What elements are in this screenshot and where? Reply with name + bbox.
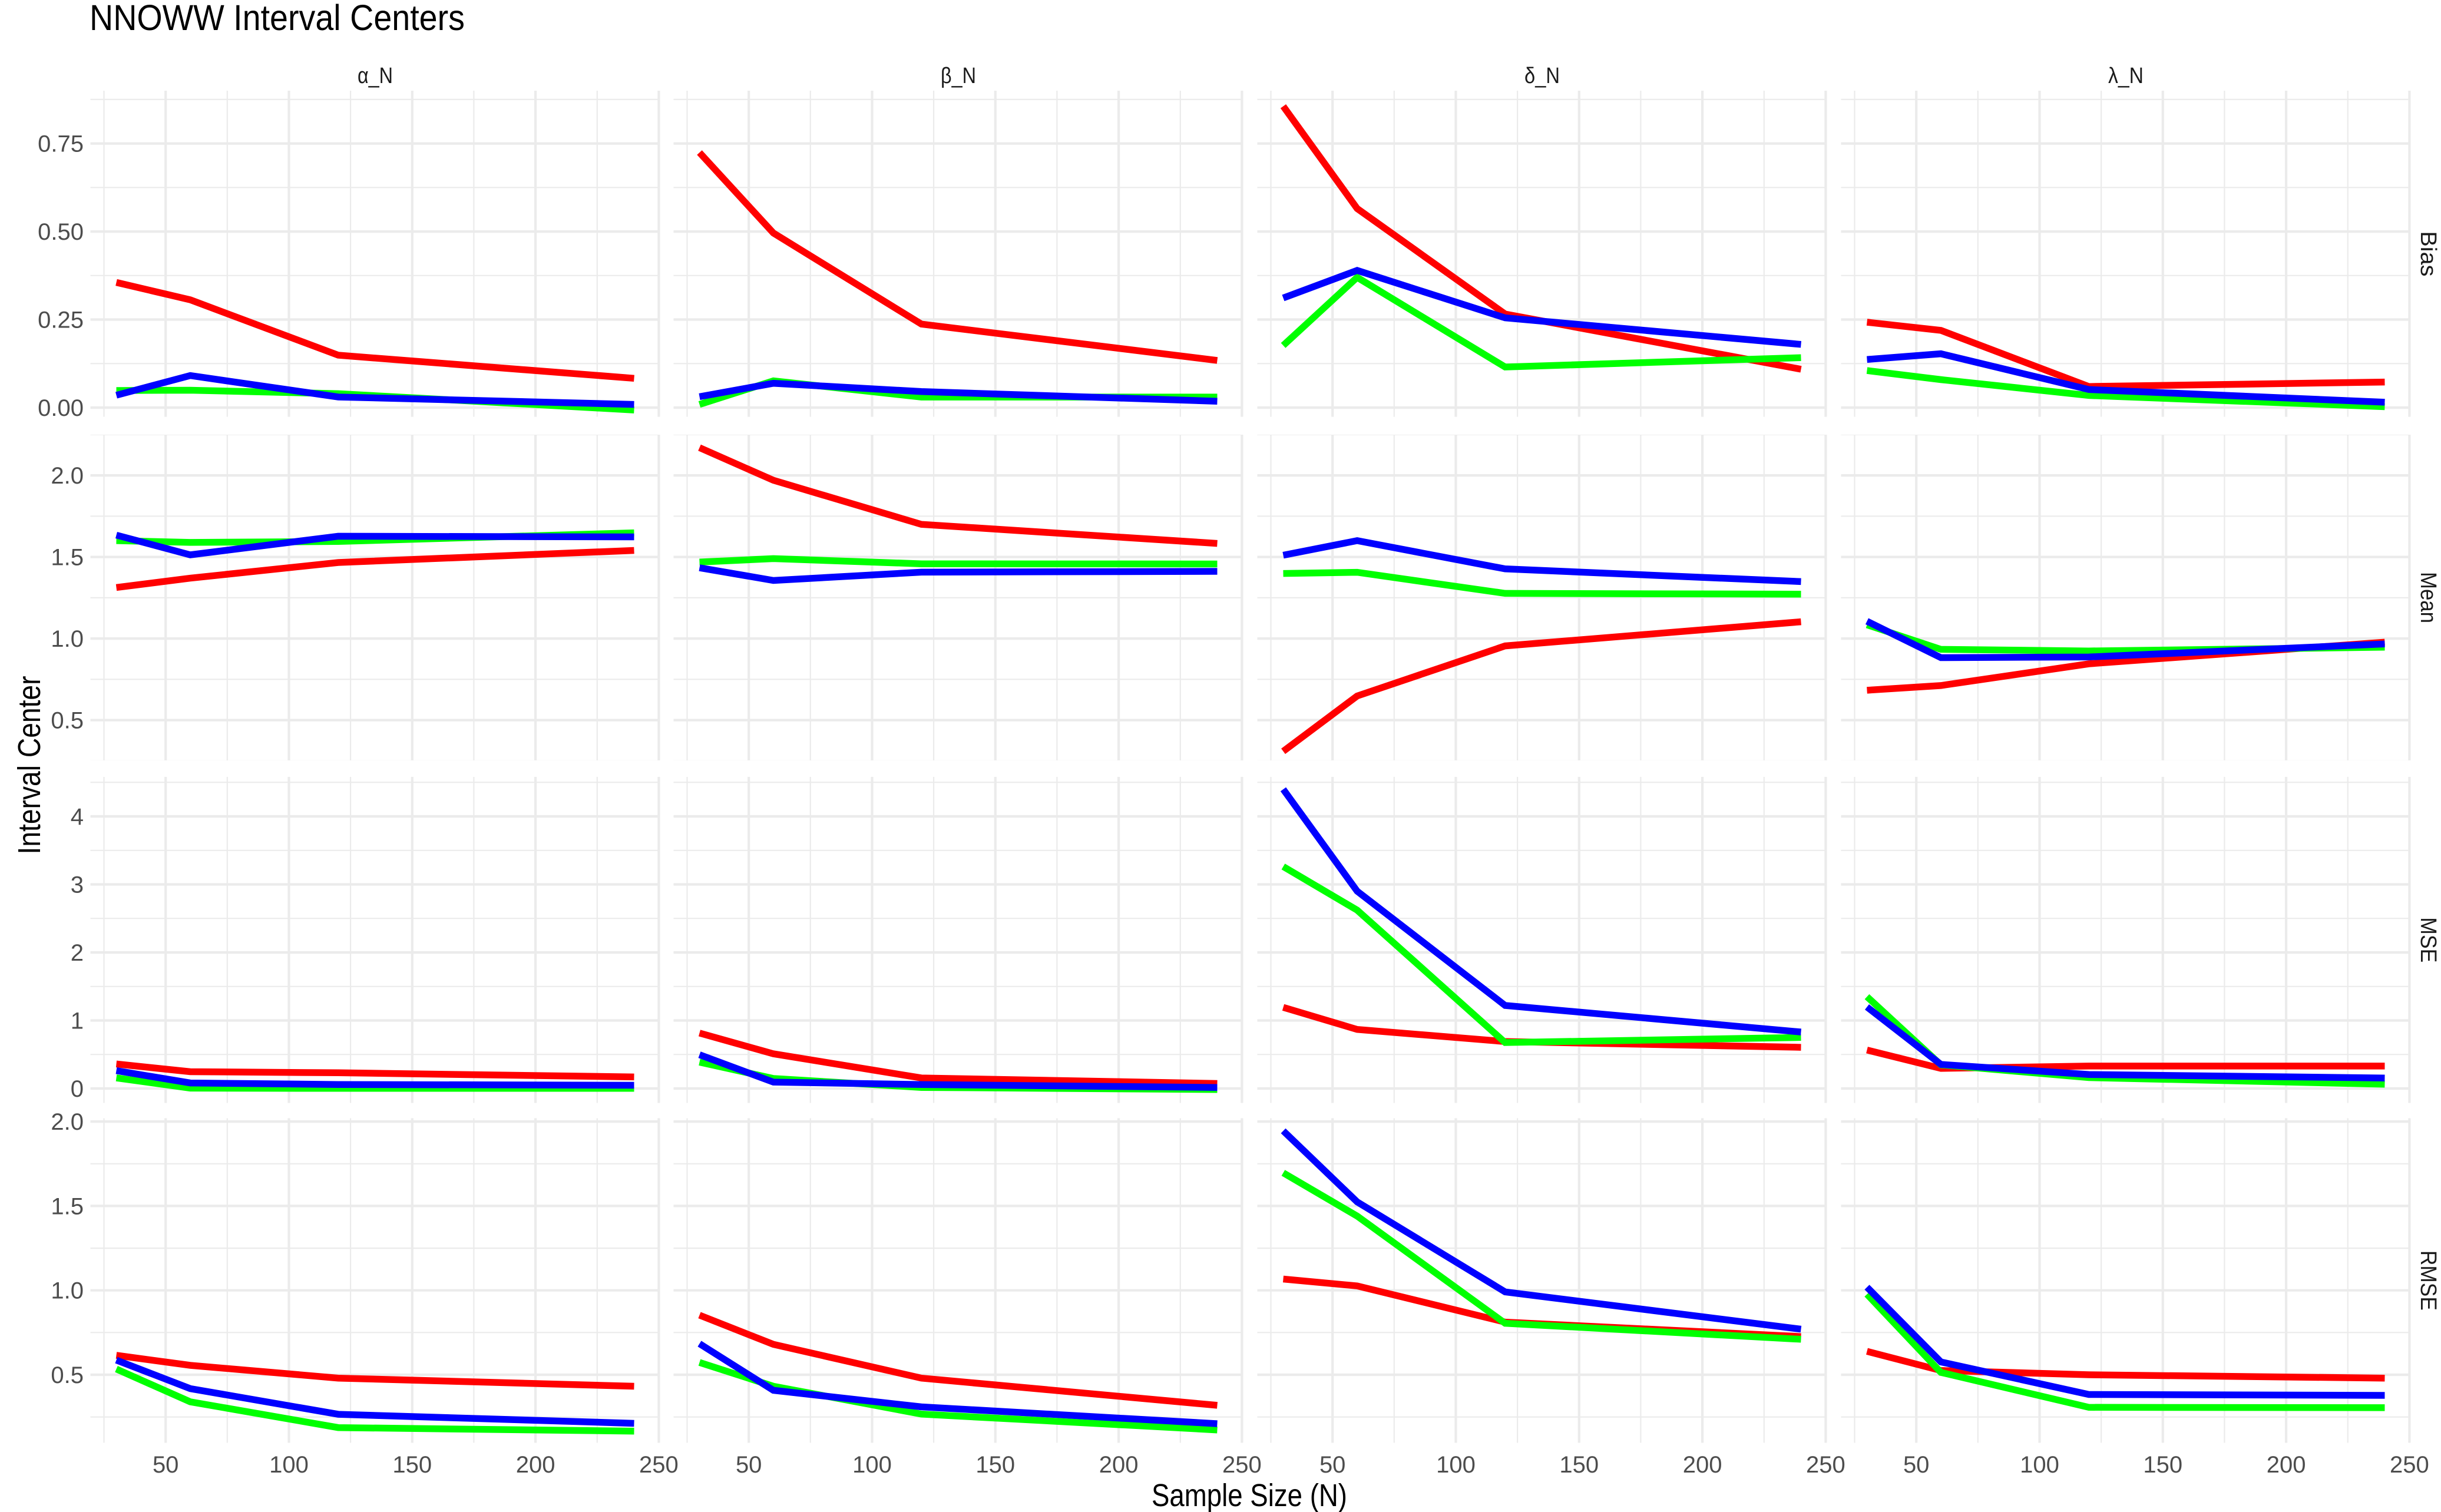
svg-text:0.5: 0.5 bbox=[51, 708, 84, 734]
svg-text:δ_N: δ_N bbox=[1524, 64, 1560, 88]
svg-text:0.50: 0.50 bbox=[38, 219, 84, 245]
svg-text:150: 150 bbox=[975, 1452, 1015, 1478]
svg-text:50: 50 bbox=[1903, 1452, 1930, 1478]
svg-text:2: 2 bbox=[71, 940, 84, 966]
svg-text:100: 100 bbox=[269, 1452, 309, 1478]
svg-text:MSE: MSE bbox=[2416, 917, 2440, 962]
svg-text:λ_N: λ_N bbox=[2108, 64, 2144, 88]
svg-text:Mean: Mean bbox=[2416, 572, 2440, 623]
svg-text:1.0: 1.0 bbox=[51, 1278, 84, 1304]
svg-text:4: 4 bbox=[71, 804, 84, 830]
svg-text:0.25: 0.25 bbox=[38, 307, 84, 333]
svg-text:2.0: 2.0 bbox=[51, 463, 84, 489]
svg-text:50: 50 bbox=[153, 1452, 179, 1478]
svg-text:0.5: 0.5 bbox=[51, 1362, 84, 1388]
svg-text:1: 1 bbox=[71, 1008, 84, 1034]
svg-text:1.0: 1.0 bbox=[51, 626, 84, 652]
svg-text:α_N: α_N bbox=[358, 64, 393, 88]
svg-text:250: 250 bbox=[2390, 1452, 2429, 1478]
svg-text:NNOWW Interval Centers: NNOWW Interval Centers bbox=[90, 0, 465, 38]
svg-text:Interval Center: Interval Center bbox=[12, 676, 47, 854]
svg-text:150: 150 bbox=[392, 1452, 432, 1478]
svg-text:Sample Size (N): Sample Size (N) bbox=[1152, 1478, 1347, 1512]
svg-text:250: 250 bbox=[1806, 1452, 1845, 1478]
svg-text:250: 250 bbox=[639, 1452, 679, 1478]
svg-text:0.00: 0.00 bbox=[38, 395, 84, 421]
svg-text:200: 200 bbox=[1099, 1452, 1139, 1478]
svg-text:Bias: Bias bbox=[2416, 231, 2440, 276]
svg-text:0: 0 bbox=[71, 1076, 84, 1102]
svg-text:100: 100 bbox=[1436, 1452, 1476, 1478]
svg-text:0.75: 0.75 bbox=[38, 131, 84, 157]
svg-text:50: 50 bbox=[1319, 1452, 1346, 1478]
svg-text:RMSE: RMSE bbox=[2416, 1250, 2440, 1311]
svg-text:250: 250 bbox=[1222, 1452, 1262, 1478]
svg-text:100: 100 bbox=[852, 1452, 892, 1478]
svg-text:200: 200 bbox=[1683, 1452, 1722, 1478]
svg-text:2.0: 2.0 bbox=[51, 1109, 84, 1135]
svg-text:β_N: β_N bbox=[941, 64, 976, 88]
svg-text:150: 150 bbox=[2143, 1452, 2182, 1478]
svg-text:1.5: 1.5 bbox=[51, 1193, 84, 1219]
svg-text:50: 50 bbox=[736, 1452, 762, 1478]
svg-text:200: 200 bbox=[2267, 1452, 2306, 1478]
svg-text:3: 3 bbox=[71, 872, 84, 898]
svg-text:150: 150 bbox=[1559, 1452, 1599, 1478]
svg-text:200: 200 bbox=[516, 1452, 555, 1478]
svg-text:100: 100 bbox=[2020, 1452, 2059, 1478]
svg-text:1.5: 1.5 bbox=[51, 545, 84, 571]
